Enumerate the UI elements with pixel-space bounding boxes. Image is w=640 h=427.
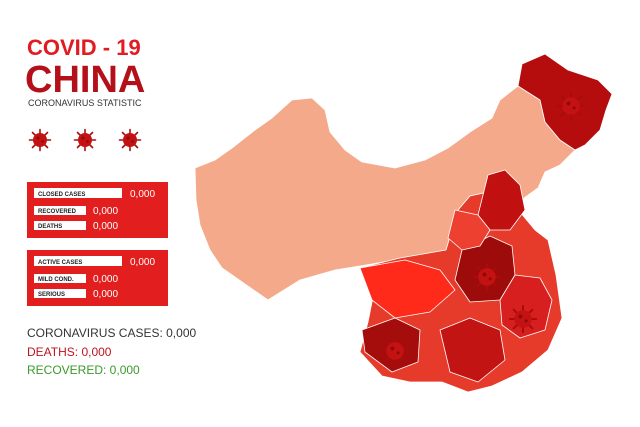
label: DEATHS [38, 224, 62, 230]
region [499, 274, 553, 339]
region [359, 259, 456, 319]
label-box [34, 274, 86, 283]
value: 0,000 [93, 289, 118, 300]
virus-icon [28, 128, 52, 152]
value: 0,000 [93, 221, 118, 232]
value: 0,000 [130, 189, 155, 200]
label: MILD COND. [38, 277, 74, 283]
label-box [34, 206, 86, 215]
label: SERIOUS [38, 292, 65, 298]
virus-icon [472, 262, 502, 292]
label-box [34, 221, 86, 230]
virus-icon [380, 336, 410, 366]
virus-icon [508, 304, 538, 334]
country: CHINA [25, 59, 145, 101]
value: 0,000 [130, 257, 155, 268]
value: 0,000 [93, 274, 118, 285]
label: CLOSED CASES [38, 192, 85, 198]
virus-icon [118, 128, 142, 152]
summary-recovered: RECOVERED: 0,000 [27, 363, 140, 377]
summary-deaths: DEATHS: 0,000 [27, 345, 112, 359]
summary-cases: CORONAVIRUS CASES: 0,000 [27, 326, 196, 340]
virus-icon [73, 128, 97, 152]
value: 0,000 [93, 206, 118, 217]
region [447, 209, 491, 251]
label: RECOVERED [38, 209, 77, 215]
region [439, 317, 506, 383]
label-box [34, 289, 86, 298]
title: COVID - 19 [27, 35, 141, 60]
label-box [34, 188, 122, 198]
subtitle: CORONAVIRUS STATISTIC [28, 98, 142, 108]
virus-icon [556, 91, 586, 121]
label-box [34, 256, 122, 266]
label: ACTIVE CASES [38, 260, 82, 266]
china-map [194, 53, 613, 393]
